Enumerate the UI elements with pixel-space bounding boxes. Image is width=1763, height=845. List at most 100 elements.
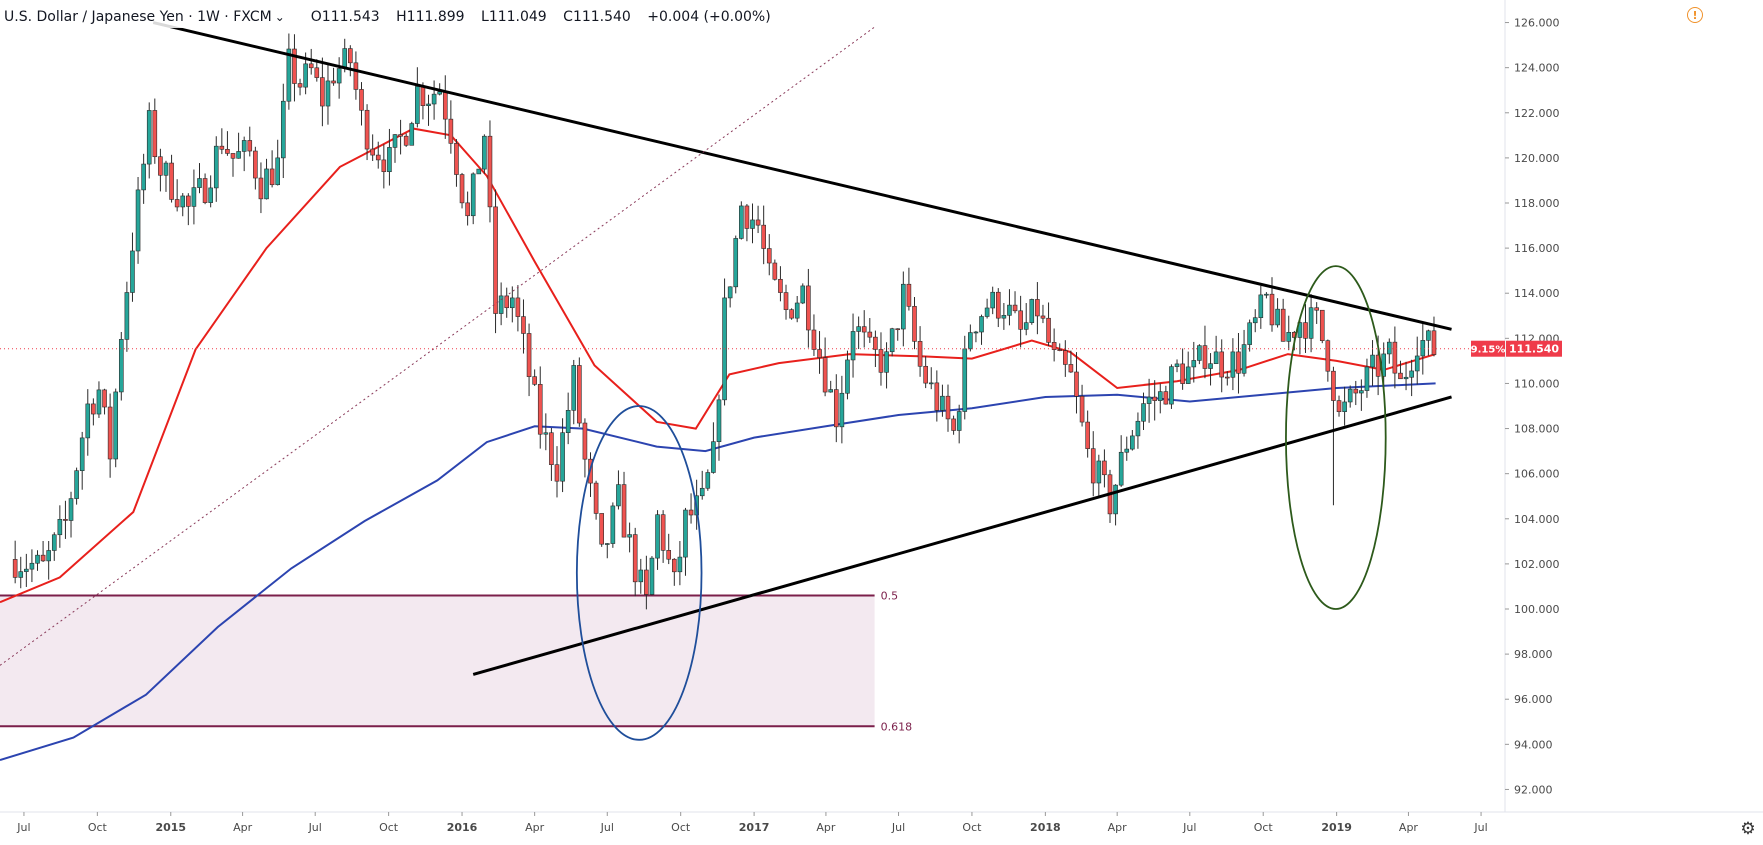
drawings (0, 21, 1452, 741)
last-price-tag-label: 111.540 (1509, 343, 1559, 356)
candle-body (554, 464, 560, 482)
candle-body (1068, 364, 1074, 373)
candle-body (1141, 403, 1146, 422)
candle-body (1046, 317, 1051, 343)
candle-body (632, 534, 638, 583)
candle-body (1286, 332, 1292, 342)
candle-body (102, 389, 107, 408)
price-axis: 126.000 124.000 122.000 120.000 118.000 116.0… (1504, 0, 1560, 812)
candle-body (934, 382, 940, 411)
candle-body (560, 432, 565, 482)
candle-body (1085, 421, 1090, 449)
close-value: C111.540 (563, 9, 631, 25)
candle-body (63, 518, 68, 521)
candle-body (375, 154, 381, 161)
blue-circle (575, 405, 703, 741)
candle-body (1230, 351, 1236, 378)
candle-body (258, 177, 264, 200)
candle-body (314, 67, 320, 78)
high-value: H111.899 (396, 9, 465, 25)
last-price-tag (1506, 340, 1562, 357)
chevron-down-icon[interactable]: ⌄ (274, 10, 285, 24)
candle-body (476, 168, 482, 175)
candle-body (705, 472, 711, 489)
time-tick-label: Apr (1108, 821, 1128, 834)
alert-icon[interactable]: ! (1687, 7, 1703, 23)
candle-body (973, 331, 979, 334)
candle-body (990, 291, 995, 309)
candle-body (1213, 351, 1219, 364)
candle-body (158, 156, 163, 176)
candle-body (1079, 396, 1085, 423)
candle-body (984, 307, 990, 317)
price-tick-label: 94.000 (1514, 738, 1553, 751)
candle-body (537, 384, 543, 435)
candle-body (169, 162, 174, 200)
candle-body (459, 174, 465, 204)
candle-body (1090, 448, 1096, 484)
candle-body (1297, 322, 1303, 338)
candle-body (1314, 307, 1319, 311)
candle-body (599, 513, 604, 545)
candle-body (213, 145, 219, 189)
time-tick-label: 2015 (155, 821, 186, 834)
candle-body (889, 328, 895, 353)
candle-body (917, 341, 923, 367)
candle-body (928, 382, 934, 385)
candle-body (370, 148, 375, 156)
candle-body (543, 432, 549, 435)
candle-body (1409, 370, 1414, 378)
candle-body (565, 410, 571, 433)
candle-body (230, 153, 236, 159)
time-tick-label: Oct (962, 821, 982, 834)
candle-body (1386, 341, 1392, 355)
candle-body (1219, 351, 1225, 378)
candle-body (1174, 363, 1180, 367)
candle-body (297, 83, 303, 88)
candle-body (292, 48, 297, 84)
candle-body (420, 86, 426, 106)
candle-body (850, 331, 856, 361)
candle-body (945, 395, 951, 420)
candle-body (1040, 315, 1046, 319)
candle-body (822, 357, 828, 393)
candle-body (1331, 370, 1336, 401)
time-tick-label: Jul (600, 821, 614, 834)
candle-body (107, 406, 113, 460)
candle-body (342, 48, 348, 69)
candle-body (1185, 366, 1191, 384)
candle-body (666, 550, 672, 560)
candle-body (280, 100, 286, 159)
time-tick-label: 2018 (1030, 821, 1061, 834)
candle-body (336, 68, 342, 84)
gear-icon[interactable]: ⚙ (1740, 819, 1756, 839)
candle-body (789, 309, 794, 319)
candle-body (135, 189, 141, 252)
candle-body (1280, 308, 1286, 342)
candle-body (811, 329, 817, 350)
candle-body (504, 295, 510, 309)
candle-body (398, 134, 403, 137)
candlesticks (12, 33, 1437, 610)
price-tick-label: 100.000 (1514, 603, 1560, 616)
candle-body (1202, 345, 1208, 369)
candle-body (442, 91, 448, 120)
candle-body (1191, 360, 1197, 368)
candle-body (638, 569, 644, 583)
candle-body (1431, 330, 1437, 355)
candle-body (35, 554, 40, 564)
candle-body (1096, 460, 1102, 484)
upper-trendline (152, 21, 1452, 331)
candle-body (800, 285, 806, 304)
symbol-title[interactable]: U.S. Dollar / Japanese Yen · 1W · FXCM (4, 9, 272, 25)
candle-body (364, 109, 370, 150)
candle-body (1012, 304, 1018, 312)
candle-body (146, 110, 152, 165)
candle-body (236, 151, 241, 159)
candle-body (1146, 396, 1152, 404)
candle-body (286, 48, 292, 102)
candle-body (124, 292, 130, 340)
price-tick-label: 116.000 (1514, 242, 1560, 255)
